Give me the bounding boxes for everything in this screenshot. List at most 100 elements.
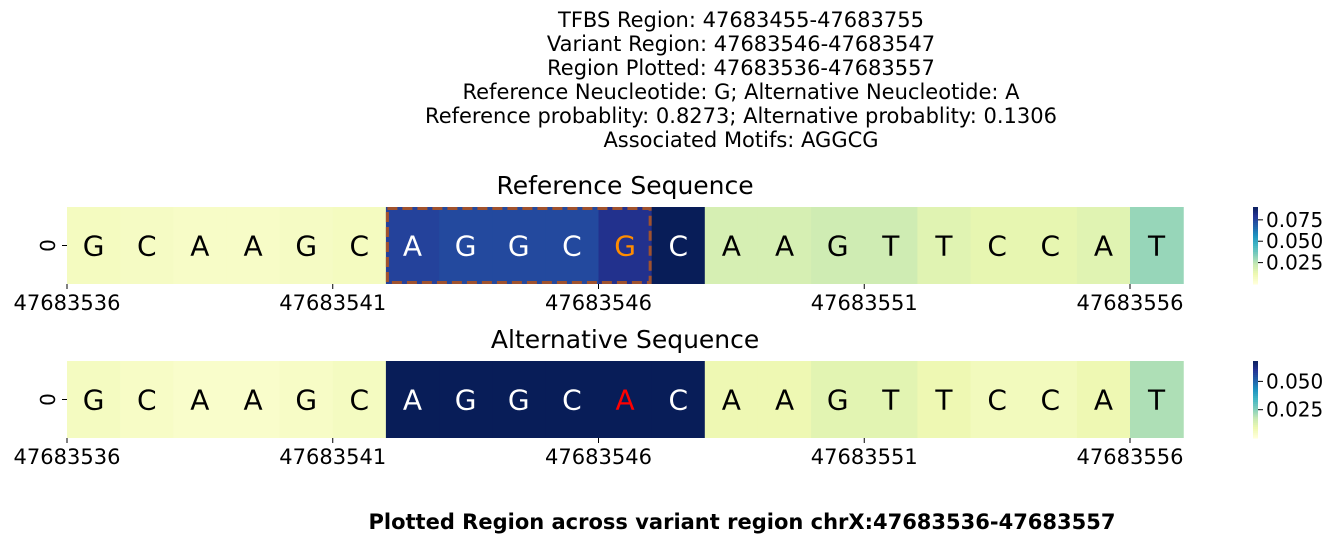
header-line-region: Region Plotted: 47683536-47683557 (547, 56, 935, 80)
heatmap-cell (917, 361, 972, 438)
heatmap-cell (970, 361, 1025, 438)
colorbar-segment (1253, 228, 1258, 231)
colorbar-tick-label: 0.050 (1266, 369, 1323, 393)
colorbar-segment (1253, 282, 1258, 285)
base-label: T (881, 384, 900, 417)
base-label: T (881, 230, 900, 263)
colorbar-segment (1253, 233, 1258, 237)
heatmap-cell (1076, 207, 1131, 284)
x-tick-label: 47683541 (279, 291, 386, 315)
base-label: A (722, 384, 741, 417)
colorbar-segment (1253, 216, 1258, 220)
y-tick-label: 0 (36, 239, 60, 252)
colorbar-segment (1253, 278, 1258, 281)
x-tick-label: 47683546 (545, 291, 652, 315)
heatmap-cell (279, 207, 334, 284)
colorbar-segment (1253, 391, 1258, 395)
colorbar-segment (1253, 416, 1258, 420)
colorbar-segment (1253, 407, 1258, 410)
heatmap-cell (757, 361, 812, 438)
base-label: C (350, 230, 370, 263)
heatmap-cell (598, 361, 653, 438)
colorbar-segment (1253, 268, 1258, 272)
header-line-motifs: Associated Motifs: AGGCG (603, 128, 879, 152)
base-label: T (1147, 384, 1166, 417)
colorbar-segment (1253, 241, 1258, 245)
heatmap-cell (811, 361, 865, 438)
header-line-tfbs: TFBS Region: 47683455-47683755 (558, 8, 924, 32)
heatmap-cell (1130, 361, 1184, 438)
colorbar-segment (1253, 403, 1258, 406)
base-label: A (1094, 230, 1113, 263)
colorbar-segment (1253, 418, 1258, 422)
x-tick-label: 47683556 (1077, 445, 1184, 469)
heatmap-cell (970, 207, 1025, 284)
colorbar-segment (1253, 399, 1258, 402)
colorbar-segment (1253, 239, 1258, 243)
heatmap-cell (173, 207, 228, 284)
base-label: G (614, 230, 636, 263)
heatmap-cell (226, 361, 281, 438)
colorbar-segment (1253, 270, 1258, 273)
base-label: A (403, 384, 422, 417)
colorbar-segment (1253, 276, 1258, 279)
colorbar-segment (1253, 430, 1258, 433)
colorbar-segment (1253, 235, 1258, 239)
base-label: C (668, 230, 688, 263)
header-line-nucleotides: Reference Neucleotide: G; Alternative Ne… (462, 80, 1020, 104)
base-label: C (350, 384, 370, 417)
colorbar-segment (1253, 247, 1258, 250)
colorbar-segment (1253, 401, 1258, 404)
colorbar-segment (1253, 264, 1258, 268)
colorbar-segment (1253, 382, 1258, 385)
x-tick-label: 47683546 (545, 445, 652, 469)
heatmap-cell (1023, 207, 1078, 284)
colorbar-segment (1253, 393, 1258, 397)
colorbar-segment (1253, 389, 1258, 393)
heatmap-cell (439, 361, 493, 438)
colorbar-segment (1253, 220, 1258, 223)
colorbar-segment (1253, 280, 1258, 283)
colorbar-segment (1253, 420, 1258, 424)
colorbar-segment (1253, 226, 1258, 229)
base-label: C (1040, 230, 1060, 263)
colorbar-segment (1253, 397, 1258, 400)
base-label: C (562, 384, 582, 417)
header-line-probabilities: Reference probablity: 0.8273; Alternativ… (425, 104, 1057, 128)
base-label: C (987, 384, 1007, 417)
base-label: A (722, 230, 741, 263)
heatmap-cell (67, 361, 121, 438)
colorbar-segment (1253, 214, 1258, 218)
figure-caption: Plotted Region across variant region chr… (368, 510, 1116, 534)
heatmap-cell (1076, 361, 1131, 438)
colorbar-segment (1253, 272, 1258, 275)
heatmap-cell (1130, 207, 1184, 284)
colorbar-segment (1253, 249, 1258, 252)
colorbar-segment (1253, 232, 1258, 235)
colorbar-segment (1253, 370, 1258, 374)
colorbar-tick-label: 0.075 (1266, 208, 1323, 232)
heatmap-cell (545, 361, 600, 438)
colorbar-segment (1253, 274, 1258, 277)
heatmap-cell (226, 207, 281, 284)
base-label: G (827, 384, 849, 417)
colorbar-segment (1253, 361, 1258, 364)
x-tick-label: 47683556 (1077, 291, 1184, 315)
colorbar-segment (1253, 426, 1258, 429)
colorbar-segment (1253, 224, 1258, 227)
heatmap-cell (439, 207, 493, 284)
colorbar-segment (1253, 409, 1258, 412)
base-label: G (455, 384, 477, 417)
x-tick-label: 47683551 (811, 445, 918, 469)
base-label: C (668, 384, 688, 417)
colorbar-tick-label: 0.050 (1266, 229, 1323, 253)
base-label: G (83, 230, 105, 263)
heatmap-cell (492, 361, 546, 438)
base-label: G (508, 384, 530, 417)
heatmap-cell (598, 207, 653, 284)
colorbar-segment (1253, 251, 1258, 254)
base-label: A (243, 384, 262, 417)
base-label: C (1040, 384, 1060, 417)
base-label: C (137, 230, 157, 263)
